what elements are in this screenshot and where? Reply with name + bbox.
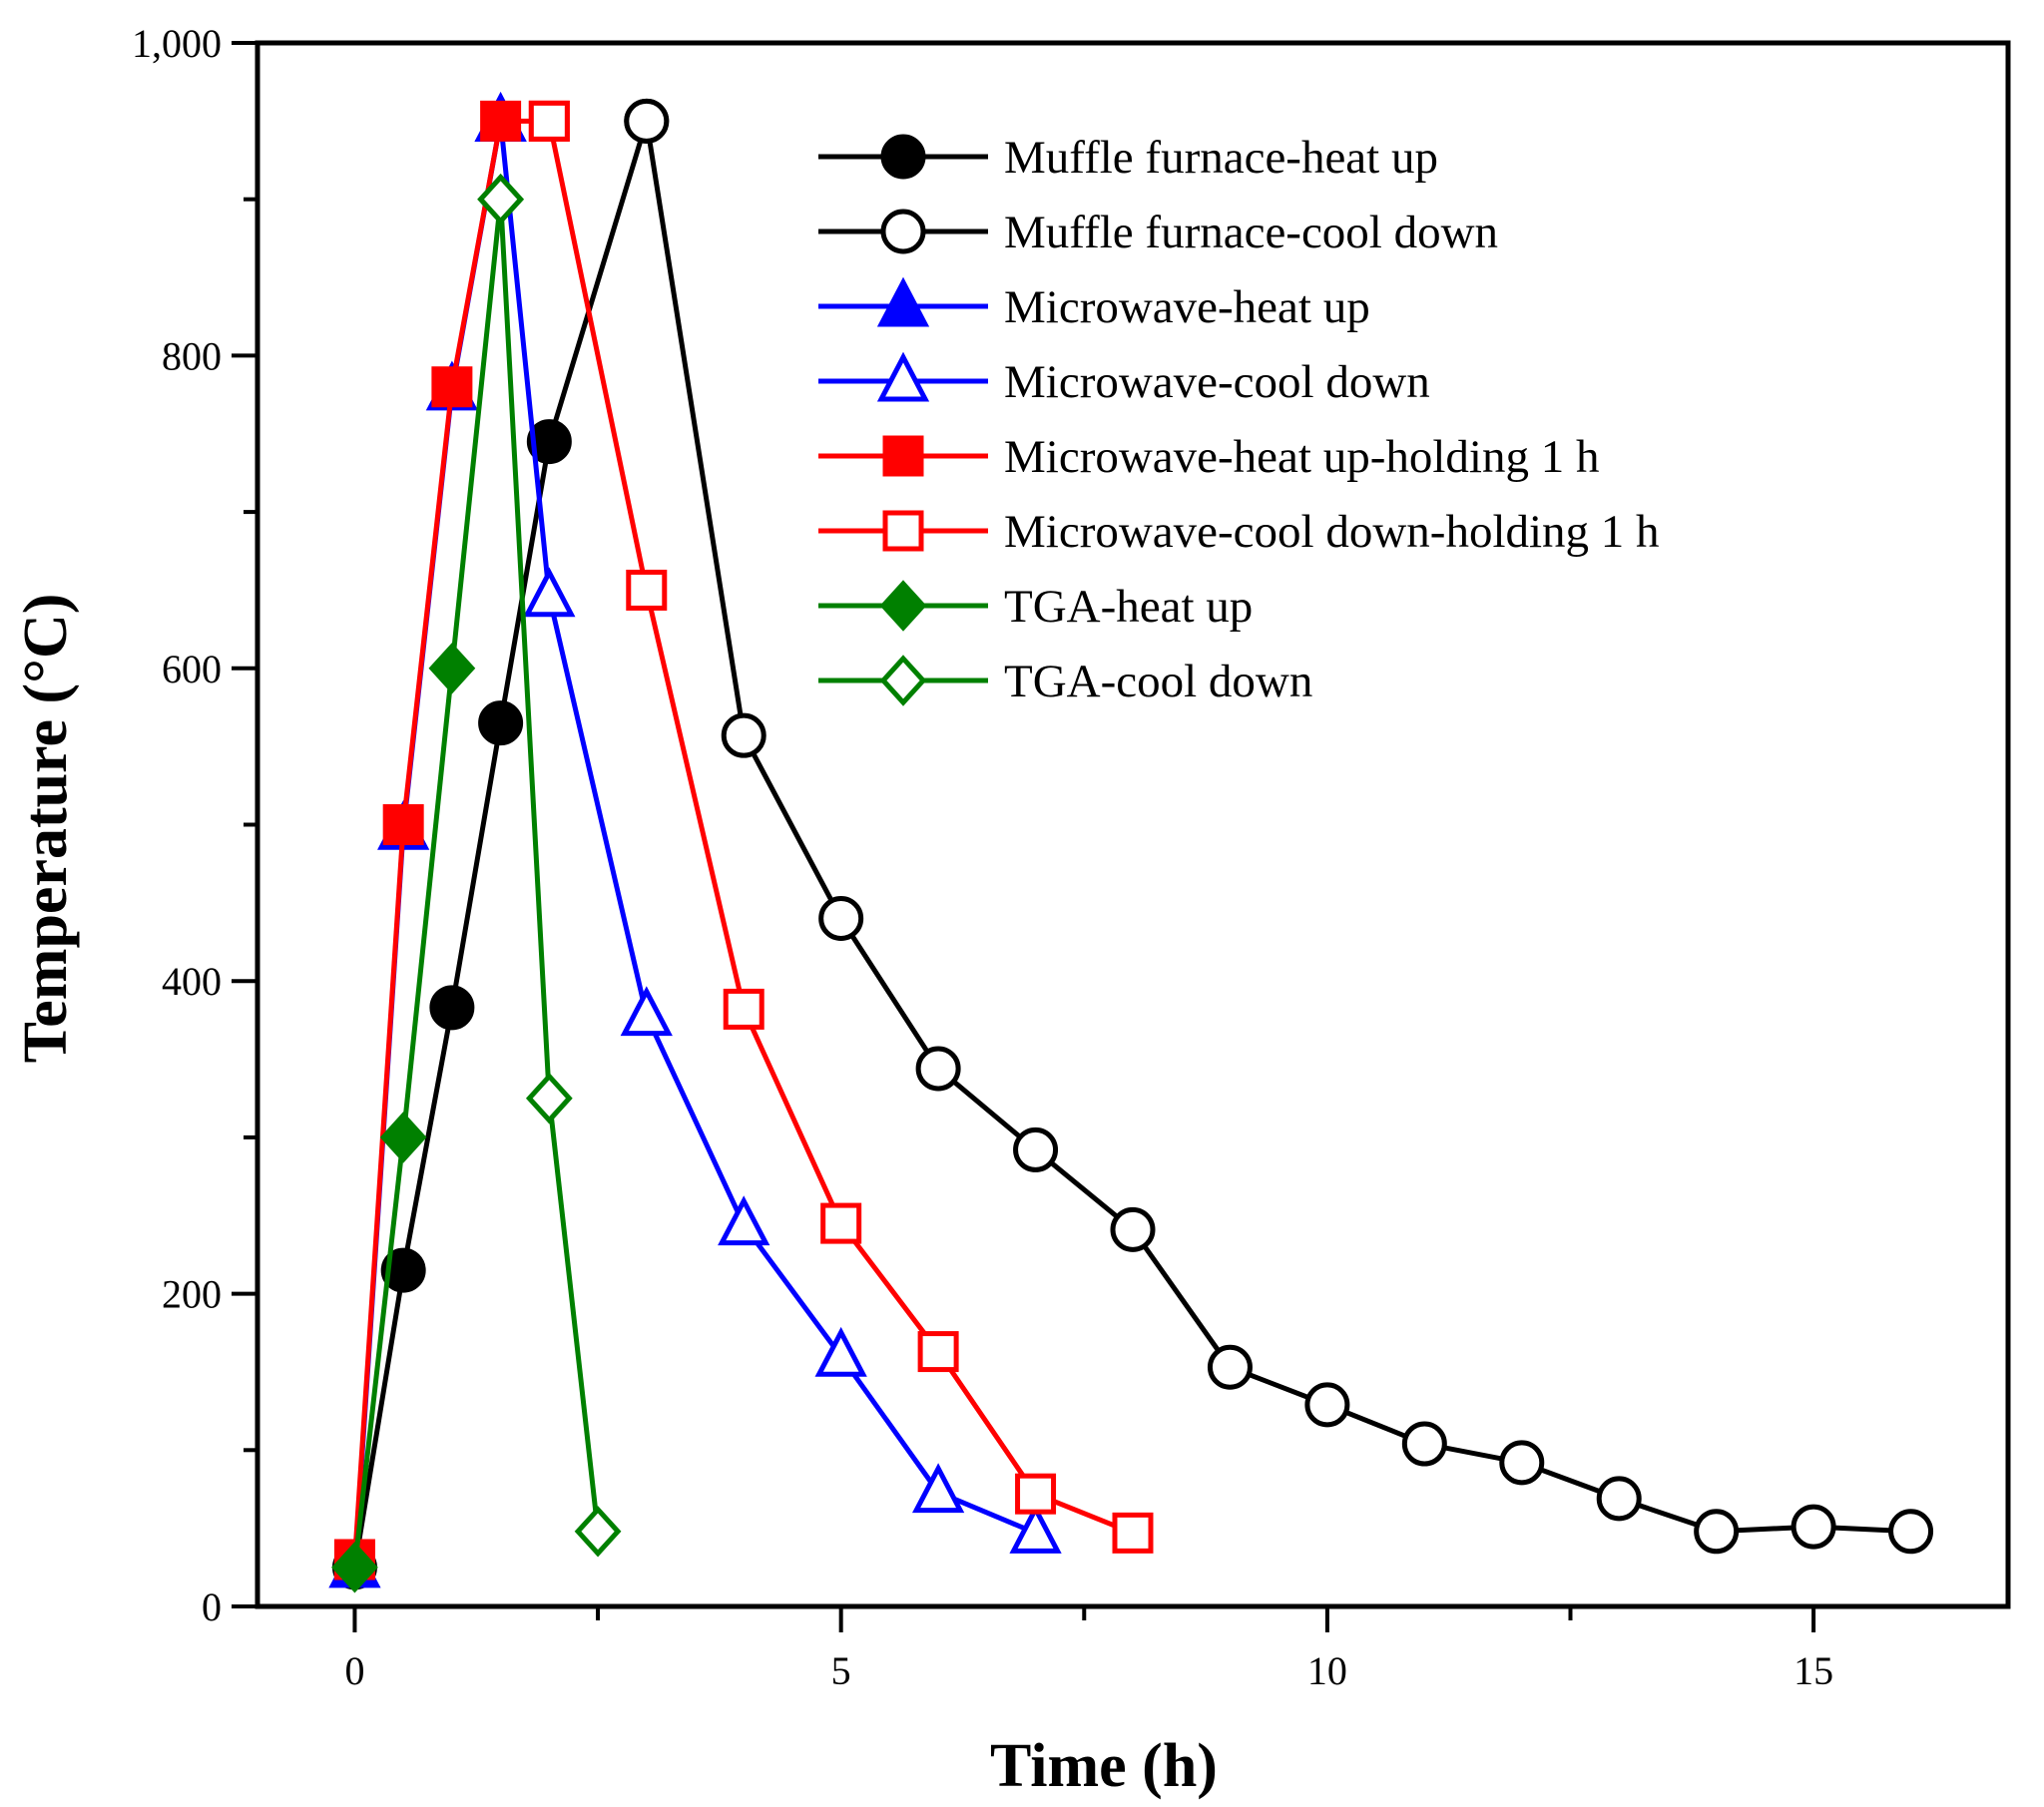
data-point	[1596, 1476, 1642, 1522]
series-6	[331, 173, 524, 1593]
legend-marker	[879, 655, 927, 706]
data-point	[818, 896, 864, 942]
legend-label: Muffle furnace-heat up	[1004, 132, 1438, 184]
legend-label: Microwave-heat up	[1004, 281, 1370, 333]
legend-entry: TGA-heat up	[818, 580, 1253, 633]
legend-entry: Microwave-cool down-holding 1 h	[818, 506, 1660, 558]
legend-entry: Muffle furnace-cool down	[818, 207, 1498, 258]
data-point	[1304, 1382, 1350, 1428]
legend-entry: Microwave-cool down	[818, 351, 1430, 408]
legend-marker	[879, 580, 927, 632]
legend-marker	[882, 510, 924, 552]
data-point	[723, 988, 765, 1030]
data-point	[624, 98, 670, 144]
x-tick-label: 0	[344, 1648, 364, 1693]
data-point	[523, 567, 576, 618]
x-tick-label: 15	[1793, 1648, 1833, 1693]
data-point	[1207, 1344, 1253, 1390]
data-point	[431, 366, 473, 408]
legend-entry: TGA-cool down	[818, 655, 1312, 707]
data-point	[574, 1506, 622, 1558]
data-point	[380, 1247, 426, 1293]
data-point	[528, 100, 570, 142]
y-tick-label: 800	[162, 333, 222, 378]
legend-entry: Microwave-heat up	[818, 276, 1370, 333]
series-7	[477, 173, 622, 1558]
legend-marker	[876, 276, 930, 327]
data-point	[478, 700, 524, 746]
x-tick-label: 10	[1307, 1648, 1347, 1693]
data-point	[1015, 1473, 1057, 1515]
data-point	[1694, 1509, 1740, 1555]
y-tick-label: 0	[202, 1584, 222, 1629]
data-point	[477, 173, 524, 226]
series-2	[328, 91, 527, 1588]
data-point	[1013, 1127, 1059, 1172]
data-point	[379, 1112, 427, 1163]
legend-marker	[880, 134, 926, 180]
series-4	[333, 100, 570, 1581]
data-point	[526, 419, 572, 465]
series-line	[351, 120, 650, 1569]
legend-label: TGA-heat up	[1004, 581, 1253, 633]
data-point	[718, 1195, 770, 1246]
data-point	[1790, 1504, 1836, 1550]
legend-label: Muffle furnace-cool down	[1004, 207, 1498, 258]
legend-label: Microwave-heat up-holding 1 h	[1004, 431, 1599, 483]
series-3	[474, 91, 1062, 1554]
data-point	[480, 100, 522, 142]
series-line	[498, 199, 601, 1533]
data-point	[428, 643, 476, 694]
x-axis-title: Time (h)	[990, 1732, 1218, 1800]
series-line	[351, 199, 504, 1569]
data-point	[1009, 1503, 1062, 1554]
legend-label: Microwave-cool down	[1004, 356, 1430, 408]
legend-marker	[876, 351, 930, 402]
y-tick-label: 600	[162, 647, 222, 691]
y-tick-label: 200	[162, 1272, 222, 1317]
legend-label: Microwave-cool down-holding 1 h	[1004, 506, 1660, 558]
data-point	[429, 985, 475, 1031]
data-point	[1112, 1512, 1154, 1554]
data-point	[814, 1326, 867, 1377]
x-tick-label: 5	[831, 1648, 851, 1693]
data-point	[915, 1046, 961, 1092]
y-tick-label: 1,000	[132, 21, 222, 66]
series-1	[624, 98, 1934, 1555]
data-point	[911, 1463, 965, 1514]
legend-entry: Microwave-heat up-holding 1 h	[818, 431, 1599, 483]
y-axis-title: Temperature (°C)	[12, 594, 80, 1064]
data-point	[1499, 1440, 1545, 1486]
data-point	[620, 986, 673, 1037]
legend-marker	[880, 209, 926, 254]
data-point	[917, 1331, 959, 1373]
legend-marker	[882, 435, 924, 477]
data-point	[1110, 1206, 1156, 1252]
data-point	[382, 804, 424, 845]
data-point	[331, 1542, 378, 1593]
data-point	[525, 1073, 573, 1125]
series-5	[528, 100, 1154, 1554]
y-tick-label: 400	[162, 959, 222, 1004]
legend: Muffle furnace-heat up Muffle furnace-coo…	[818, 132, 1660, 707]
plot-area: 0 5 10 15 0 200 400 600 800 1,000	[132, 21, 2011, 1693]
data-point	[626, 569, 668, 611]
data-point	[820, 1202, 862, 1244]
data-point	[1401, 1421, 1447, 1467]
data-point	[1888, 1509, 1934, 1555]
legend-label: TGA-cool down	[1004, 656, 1312, 707]
plot-frame	[255, 40, 2011, 1609]
legend-entry: Muffle furnace-heat up	[818, 132, 1438, 184]
data-point	[721, 712, 766, 758]
